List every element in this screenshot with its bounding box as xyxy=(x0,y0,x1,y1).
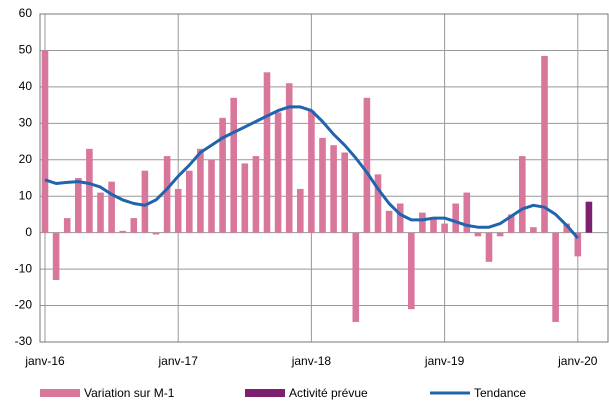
bar xyxy=(297,188,304,233)
bar xyxy=(352,232,360,322)
trend-line xyxy=(44,105,579,240)
bar xyxy=(374,174,382,233)
bar xyxy=(163,156,171,233)
bar xyxy=(474,232,482,237)
bar xyxy=(530,227,537,233)
y-tick-label: -10 xyxy=(15,261,33,275)
bar xyxy=(363,97,371,233)
y-tick-label: 50 xyxy=(19,43,33,57)
bar xyxy=(507,214,515,233)
bar xyxy=(174,188,182,233)
legend-label: Variation sur M-1 xyxy=(84,386,175,400)
legend-label: Tendance xyxy=(474,386,526,400)
legend-swatch xyxy=(40,389,80,397)
bar xyxy=(274,112,282,233)
legend: Variation sur M-1 Activité prévue Tendance xyxy=(40,386,526,400)
bar xyxy=(252,156,260,233)
x-tick-label: janv-18 xyxy=(291,354,332,368)
y-tick-label: 20 xyxy=(19,152,33,166)
bar xyxy=(541,55,548,233)
bar xyxy=(496,232,504,237)
bar xyxy=(75,178,82,233)
legend-label: Activité prévue xyxy=(289,386,368,400)
x-tick-label: janv-17 xyxy=(158,354,199,368)
bar xyxy=(563,223,570,233)
bar xyxy=(263,72,271,233)
bar xyxy=(463,192,471,233)
bar xyxy=(108,181,115,233)
bar xyxy=(396,203,404,233)
plot-frame xyxy=(39,13,609,343)
bar xyxy=(219,117,226,233)
bar xyxy=(319,137,326,233)
bar xyxy=(330,145,337,233)
bar xyxy=(230,97,237,233)
bar xyxy=(585,201,593,233)
bar xyxy=(285,83,293,233)
bar xyxy=(119,230,126,233)
bar xyxy=(341,152,348,233)
bar xyxy=(385,210,393,233)
bar xyxy=(208,159,215,233)
bar xyxy=(197,148,204,233)
bar xyxy=(141,170,149,233)
y-tick-label: 30 xyxy=(19,116,33,130)
bar xyxy=(552,232,559,322)
bar xyxy=(441,223,448,233)
y-tick-label: -30 xyxy=(15,334,33,348)
bar xyxy=(152,232,160,235)
legend-swatch xyxy=(245,389,285,397)
bar xyxy=(308,110,315,233)
y-tick-label: -20 xyxy=(15,298,33,312)
bar xyxy=(63,218,71,233)
x-tick-label: janv-20 xyxy=(557,354,598,368)
bar xyxy=(186,170,193,233)
bar xyxy=(97,192,104,233)
bar xyxy=(485,232,493,262)
bar xyxy=(574,232,582,257)
x-tick-label: janv-19 xyxy=(424,354,465,368)
bar xyxy=(130,218,138,233)
bar xyxy=(408,232,415,310)
bar xyxy=(41,50,49,233)
y-tick-label: 10 xyxy=(19,188,33,202)
y-tick-label: 0 xyxy=(25,225,32,239)
bar xyxy=(519,156,526,233)
bar xyxy=(52,232,60,281)
bar xyxy=(86,148,93,233)
y-tick-label: 40 xyxy=(19,79,33,93)
bar xyxy=(452,203,459,233)
y-tick-label: 60 xyxy=(19,6,33,20)
bar xyxy=(241,163,249,233)
marks xyxy=(41,50,593,322)
bar xyxy=(430,218,437,233)
bar xyxy=(419,212,426,233)
x-tick-label: janv-16 xyxy=(24,354,65,368)
